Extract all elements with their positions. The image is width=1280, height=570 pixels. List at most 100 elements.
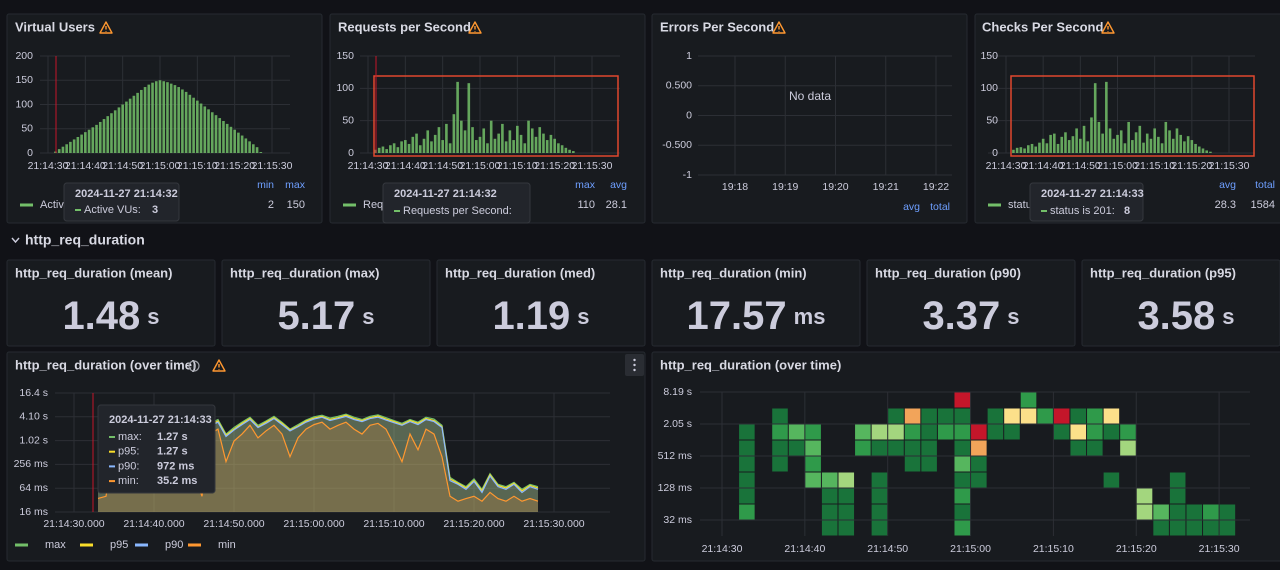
annotation-region	[1010, 75, 1255, 157]
x-tick-label: 21:15:00	[460, 160, 501, 172]
x-tick-label: 19:20	[822, 181, 848, 193]
warning-icon[interactable]	[212, 359, 226, 372]
bar	[244, 138, 248, 153]
heatmap-cell	[1186, 504, 1203, 520]
bar	[377, 147, 381, 153]
y-tick-label: 150	[336, 50, 354, 62]
bar	[72, 139, 76, 153]
heatmap-cell	[987, 408, 1004, 424]
bar	[430, 141, 433, 153]
bar	[1134, 132, 1138, 153]
heatmap-cell	[855, 440, 871, 456]
x-tick-label: 21:14:40.000	[123, 518, 184, 530]
stat-unit: s	[1007, 304, 1019, 329]
bar	[65, 144, 68, 153]
bar	[426, 130, 430, 153]
legend-stat-value: 150	[287, 199, 305, 211]
warning-icon[interactable]	[99, 21, 113, 34]
bar	[248, 141, 251, 153]
collapse-chevron[interactable]	[11, 237, 20, 244]
heatmap-cell	[954, 440, 971, 456]
heatmap-cell	[1087, 424, 1103, 440]
heatmap-cell	[821, 472, 838, 488]
section-title[interactable]: http_req_duration	[25, 232, 145, 248]
annotation-region	[373, 75, 619, 157]
heatmap-cell	[954, 456, 971, 472]
legend-stat-header: total	[1255, 179, 1275, 191]
tooltip-value: 8	[1124, 205, 1130, 217]
bar	[237, 132, 240, 153]
bar	[1108, 128, 1112, 153]
legend-stat-header: total	[930, 201, 950, 213]
info-icon[interactable]	[188, 360, 200, 372]
bar	[196, 100, 199, 153]
stat-number: 1.19	[492, 294, 570, 338]
y-tick-label: 2.05 s	[663, 418, 692, 430]
bar	[1183, 141, 1186, 153]
warning-icon[interactable]	[772, 21, 786, 34]
bar	[392, 143, 396, 153]
bar	[1119, 130, 1123, 153]
x-tick-label: 21:14:30	[28, 160, 69, 172]
bar	[1171, 138, 1175, 153]
y-tick-label: 100	[15, 98, 33, 110]
panel-title: Virtual Users	[15, 19, 95, 34]
bar	[210, 112, 214, 153]
bar	[1175, 128, 1179, 153]
heatmap-cell	[904, 440, 921, 456]
bar	[560, 145, 564, 153]
bar	[564, 147, 568, 153]
bar	[199, 103, 203, 153]
bar	[1131, 140, 1134, 153]
heatmap-cell	[855, 424, 871, 440]
bar	[1145, 133, 1149, 153]
bar	[203, 106, 207, 153]
bar	[1116, 134, 1119, 153]
bar	[504, 141, 508, 153]
heatmap-cell	[904, 408, 921, 424]
panel-title: Requests per Second	[338, 19, 471, 34]
warning-icon[interactable]	[468, 21, 482, 34]
stat-title: http_req_duration (mean)	[15, 265, 172, 280]
y-tick-label: 150	[980, 50, 998, 62]
tooltip-label: Active VUs:	[84, 204, 141, 216]
x-tick-label: 21:14:30.000	[43, 518, 104, 530]
heatmap-cell	[772, 408, 788, 424]
bar	[1090, 117, 1093, 153]
heatmap-cell	[739, 456, 755, 472]
heatmap-cell	[954, 520, 971, 536]
stat-unit: s	[1222, 304, 1234, 329]
legend-label: p95	[110, 539, 128, 551]
stat-unit: ms	[794, 304, 826, 329]
heatmap-cell	[987, 424, 1004, 440]
bar	[568, 149, 571, 153]
bar	[173, 85, 177, 153]
bar	[1030, 143, 1034, 153]
heatmap-cell	[1136, 488, 1153, 504]
x-tick-label: 21:14:30	[348, 160, 389, 172]
x-tick-label: 21:15:30	[252, 160, 293, 172]
bar	[1049, 134, 1052, 153]
bar	[61, 146, 65, 153]
bar	[225, 123, 229, 153]
legend-stat-header: min	[257, 179, 274, 191]
heatmap-cell	[805, 440, 821, 456]
bar	[1060, 136, 1064, 153]
heatmap-cell	[1070, 440, 1087, 456]
stat-unit: s	[577, 304, 589, 329]
warning-icon[interactable]	[1101, 21, 1115, 34]
bar	[117, 107, 121, 153]
heatmap-cell	[954, 504, 971, 520]
x-tick-label: 21:15:00	[1097, 160, 1138, 172]
heatmap-cell	[871, 472, 888, 488]
heatmap-cell	[821, 504, 838, 520]
bar	[456, 81, 459, 153]
tooltip-time: 2024-11-27 21:14:32	[75, 188, 178, 200]
bar	[84, 132, 87, 153]
bar	[128, 98, 132, 153]
heatmap-cell	[1203, 504, 1219, 520]
stat-title: http_req_duration (med)	[445, 265, 595, 280]
x-tick-label: 21:15:10.000	[363, 518, 424, 530]
y-tick-label: 150	[15, 74, 33, 86]
x-tick-label: 21:14:40	[385, 160, 426, 172]
